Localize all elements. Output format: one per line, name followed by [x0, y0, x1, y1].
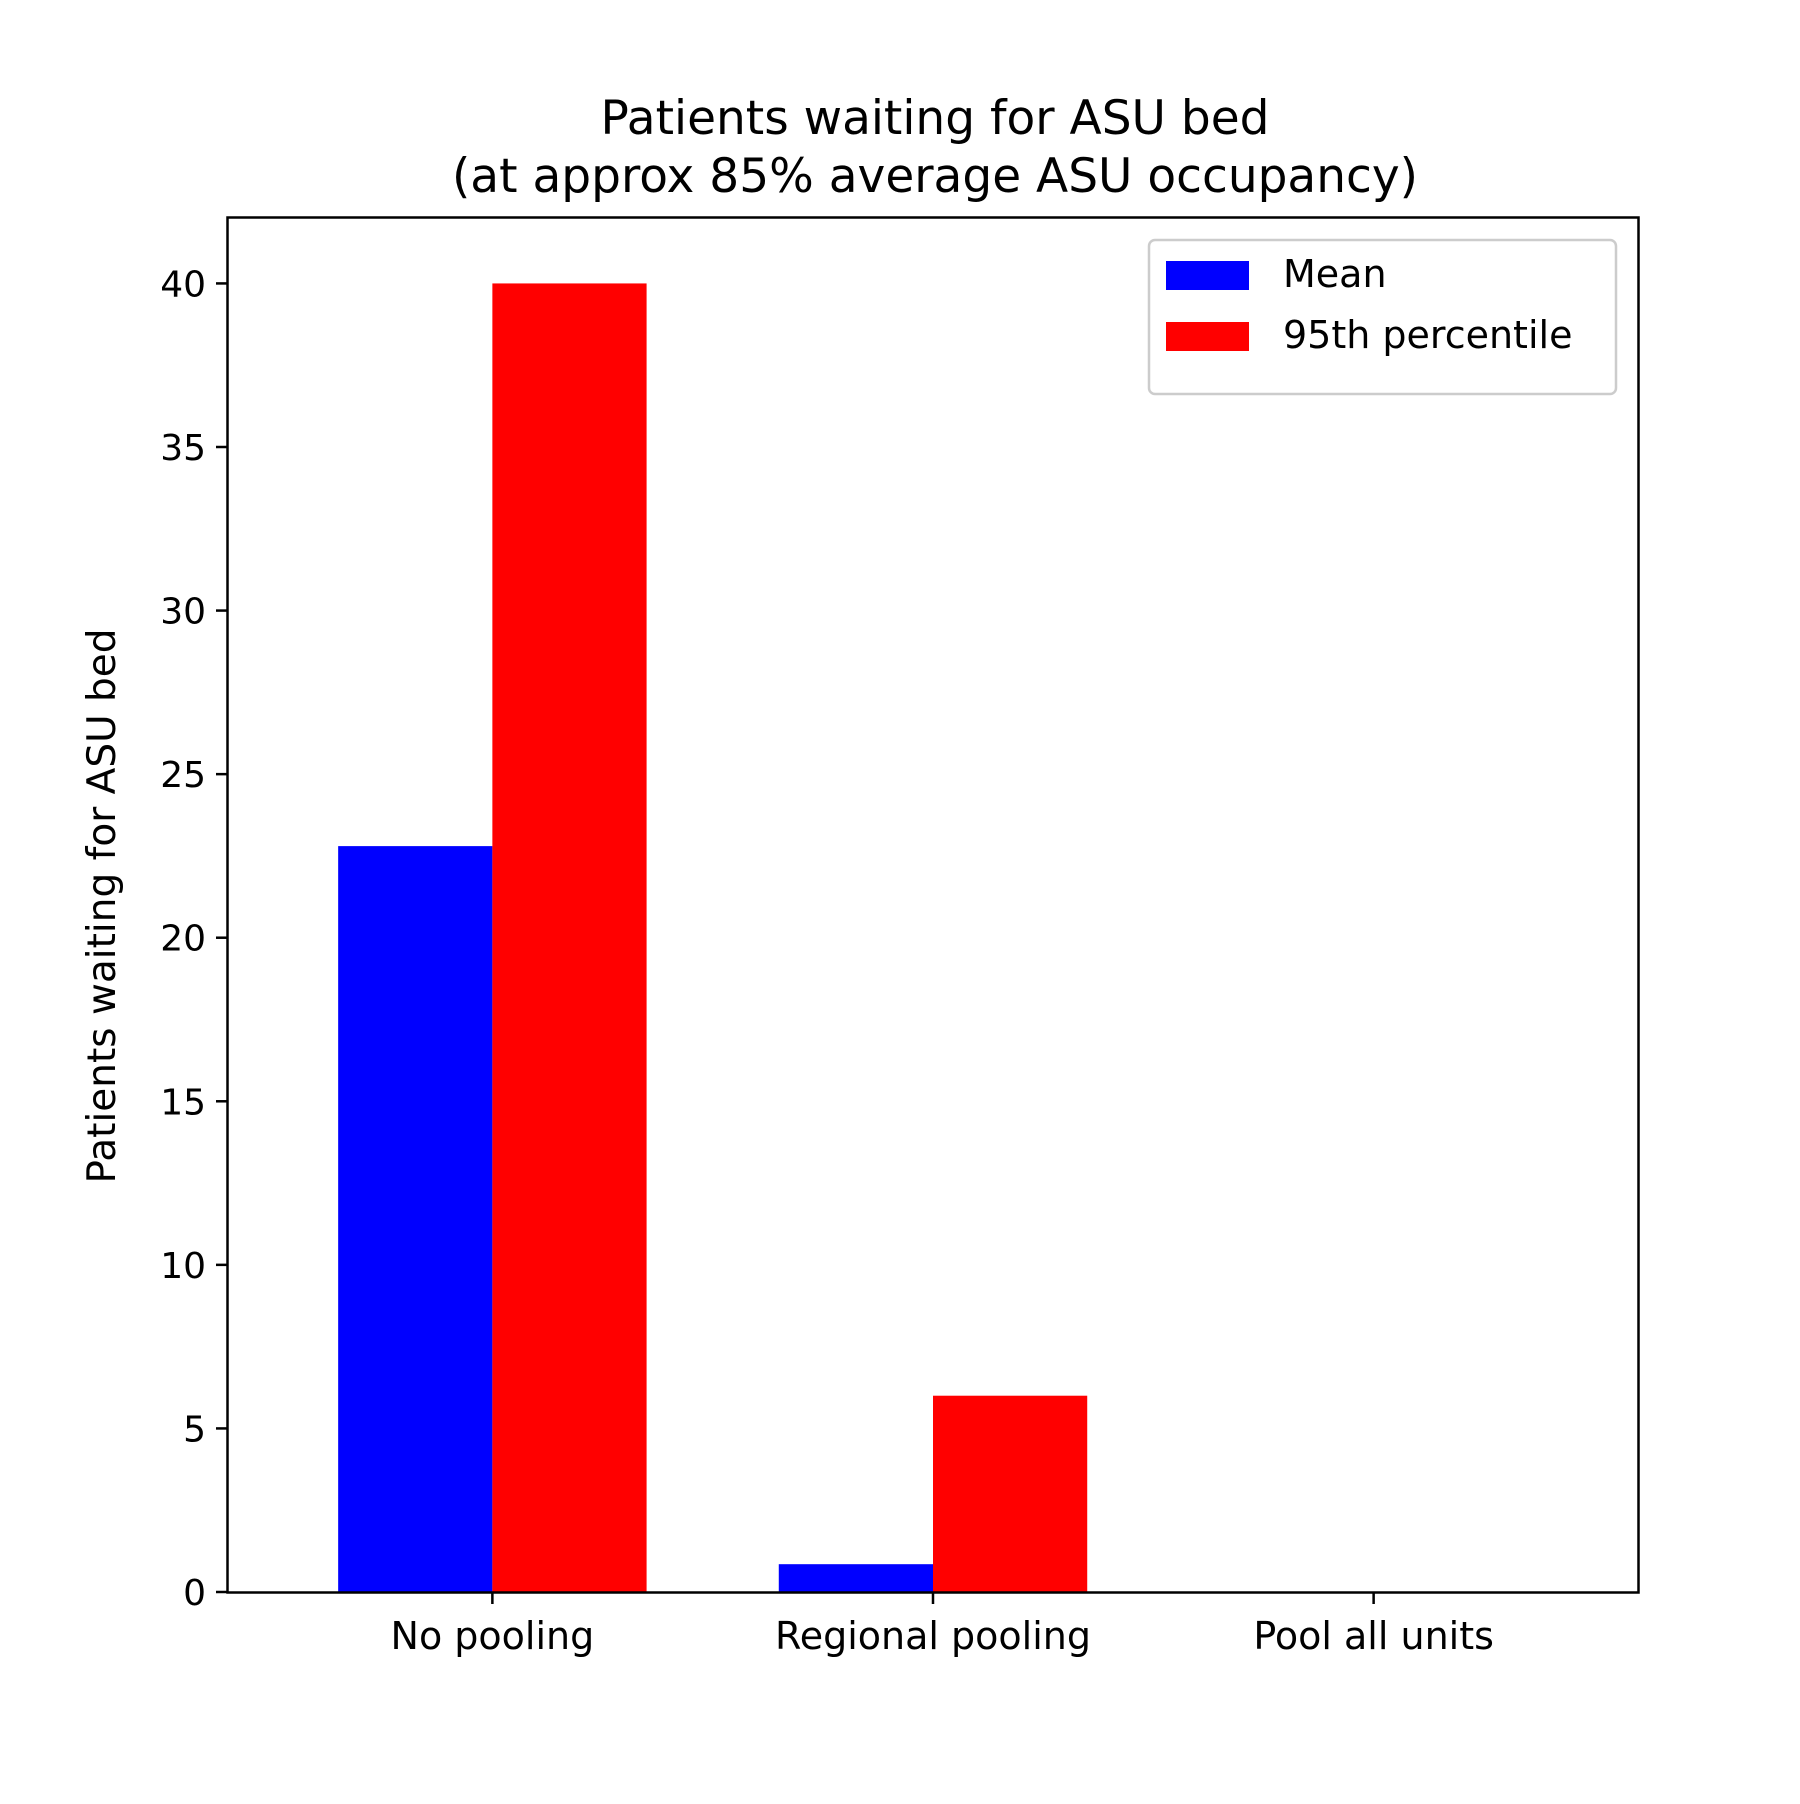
y-tick-label: 40 — [160, 264, 206, 305]
chart-title: Patients waiting for ASU bed — [601, 91, 1270, 146]
y-tick-label: 25 — [160, 755, 206, 796]
bar-mean-no-pooling — [338, 846, 493, 1592]
chart-subtitle: (at approx 85% average ASU occupancy) — [452, 149, 1418, 204]
bar-95th-percentile-regional-pooling — [933, 1395, 1088, 1592]
legend: Mean 95th percentile — [1147, 238, 1618, 396]
x-tick-label: No pooling — [391, 1614, 595, 1658]
y-tick-label: 30 — [160, 592, 206, 633]
y-tick-label: 35 — [160, 428, 206, 469]
y-tick-label: 0 — [183, 1573, 206, 1614]
bar-95th-percentile-no-pooling — [492, 283, 647, 1593]
x-tick-label: Pool all units — [1253, 1614, 1494, 1658]
y-tick-label: 5 — [183, 1409, 206, 1450]
y-tick-label: 15 — [160, 1082, 206, 1123]
x-tick-label: Regional pooling — [775, 1614, 1091, 1658]
y-tick-label: 10 — [160, 1246, 206, 1287]
ticks-group: 0 5 10 15 20 25 30 35 40 No pooling Regional pooli… — [160, 264, 1494, 1658]
bars-group — [338, 283, 1088, 1593]
legend-label: Mean — [1283, 252, 1387, 296]
bar-mean-regional-pooling — [778, 1564, 933, 1592]
legend-swatch — [1166, 322, 1249, 351]
legend-box — [1147, 238, 1618, 396]
legend-swatch — [1166, 261, 1249, 290]
plot-area-frame — [226, 216, 1640, 1594]
y-tick-label: 20 — [160, 919, 206, 960]
y-axis-label: Patients waiting for ASU bed — [80, 628, 125, 1183]
legend-label: 95th percentile — [1283, 313, 1572, 357]
